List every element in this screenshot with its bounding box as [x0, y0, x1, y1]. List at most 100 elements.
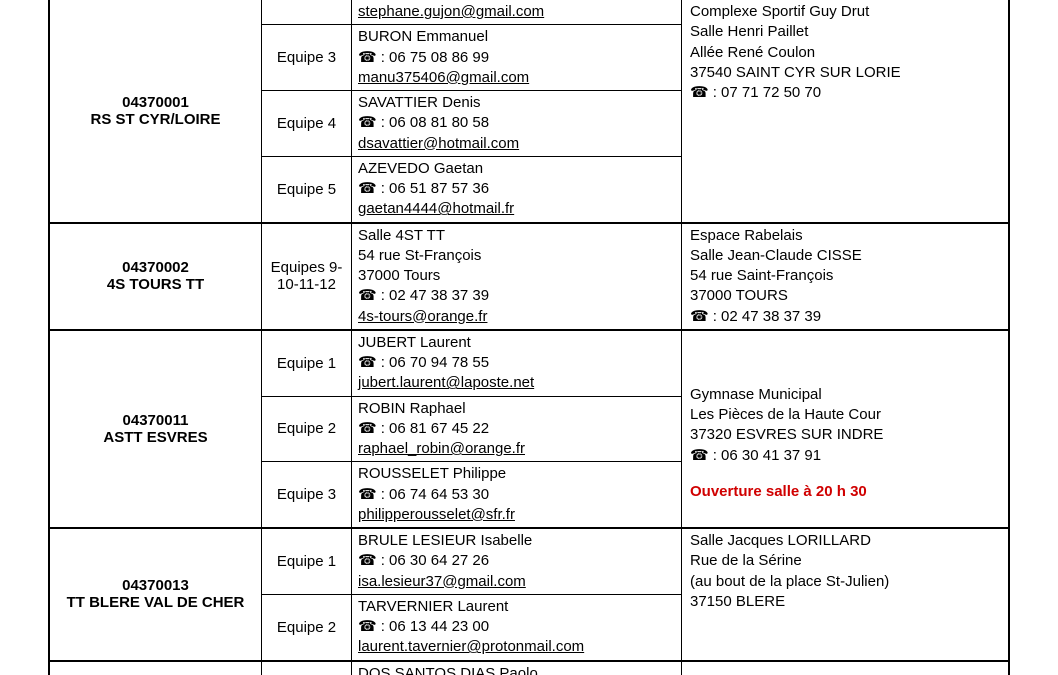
club-id-cell: 04370001RS ST CYR/LOIRE: [50, 0, 262, 222]
contact-phone-text: : 06 70 94 78 55: [381, 354, 489, 371]
team-contact: AZEVEDO Gaetan: 06 51 87 57 36 gaetan4444…: [352, 157, 682, 222]
venue-line: 37540 SAINT CYR SUR LORIE: [690, 63, 1000, 83]
team-label: Equipe 1: [262, 529, 352, 594]
contact-email: gaetan4444@hotmail.fr: [358, 199, 675, 219]
team-contact: ROBIN Raphael: 06 81 67 45 22raphael_rob…: [352, 397, 682, 462]
venue-spacer: [690, 333, 1000, 385]
contact-phone-text: : 06 30 64 27 26: [381, 552, 489, 569]
venue-gap: [690, 466, 1000, 482]
contact-email: dsavattier@hotmail.com: [358, 134, 675, 154]
team-label: Equipe 2: [262, 595, 352, 660]
club-name: TT BLERE VAL DE CHER: [67, 594, 245, 611]
team-contact: TARVERNIER Laurent: 06 13 44 23 00 lauren…: [352, 595, 682, 660]
club-code: 04370011: [123, 412, 189, 429]
venue-line: Salle Henri Paillet: [690, 22, 1000, 42]
phone-icon: [690, 84, 713, 101]
team-contact: DOS SANTOS DIAS Paolo: 06 10 80 08 22: [352, 662, 682, 675]
contact-phone: : 06 13 44 23 00: [358, 617, 675, 637]
team-label: Equipes 9-10-11-12: [262, 224, 352, 329]
contact-phone-text: : 06 75 08 86 99: [381, 49, 489, 66]
venue-phone: : 06 30 41 37 91: [690, 446, 1000, 466]
contact-name: AZEVEDO Gaetan: [358, 159, 675, 179]
venue-line: Allée René Coulon: [690, 43, 1000, 63]
phone-icon: [358, 420, 381, 437]
contact-email: laurent.tavernier@protonmail.com: [358, 637, 675, 657]
teams-column: Equipe 1BRULE LESIEUR Isabelle: 06 30 64…: [262, 529, 682, 660]
team-row: stephane.gujon@gmail.com: [262, 0, 682, 24]
phone-icon: [358, 114, 381, 131]
venue-line: 54 rue Saint-François: [690, 266, 1000, 286]
contact-phone: : 06 70 94 78 55: [358, 353, 675, 373]
phone-icon: [358, 354, 381, 371]
venue-line: Les Pièces de la Haute Cour: [690, 405, 1000, 425]
contact-name: DOS SANTOS DIAS Paolo: [358, 664, 675, 675]
venue-phone-text: : 06 30 41 37 91: [713, 447, 821, 464]
team-label: Equipe 1: [262, 662, 352, 675]
team-label: Equipe 2: [262, 397, 352, 462]
team-row: Equipe 5 AZEVEDO Gaetan: 06 51 87 57 36 ga…: [262, 156, 682, 222]
contact-email: jubert.laurent@laposte.net: [358, 373, 675, 393]
club-row: 04370011ASTT ESVRES Equipe 1JUBERT Lauren…: [50, 331, 1008, 529]
teams-column: Equipe 1DOS SANTOS DIAS Paolo: 06 10 80 …: [262, 662, 682, 675]
phone-icon: [358, 180, 381, 197]
venue-cell: Espace RabelaisSalle Jean-Claude CISSE54…: [682, 224, 1008, 329]
contact-phone: : 06 30 64 27 26: [358, 551, 675, 571]
contact-city: 37000 Tours: [358, 266, 675, 286]
team-label: Equipe 1: [262, 331, 352, 396]
venue-line: (au bout de la place St-Julien): [690, 572, 1000, 592]
venue-cell: Salle Jacques LORILLARDRue de la Sérine(…: [682, 529, 1008, 660]
club-code: 04370002: [122, 259, 189, 276]
team-label: Equipe 5: [262, 157, 352, 222]
venue-line: Gymnase Municipal: [690, 385, 1000, 405]
team-row: Equipe 3ROUSSELET Philippe: 06 74 64 53 …: [262, 461, 682, 527]
team-row: Equipe 3BURON Emmanuel: 06 75 08 86 99ma…: [262, 24, 682, 90]
contact-name: ROBIN Raphael: [358, 399, 675, 419]
contact-email: manu375406@gmail.com: [358, 68, 675, 88]
contact-name: TARVERNIER Laurent: [358, 597, 675, 617]
venue-line: Rue de la Sérine: [690, 551, 1000, 571]
team-contact: SAVATTIER Denis: 06 08 81 80 58dsavattie…: [352, 91, 682, 156]
teams-column: Equipe 1JUBERT Laurent: 06 70 94 78 55ju…: [262, 331, 682, 527]
club-name: 4S TOURS TT: [107, 276, 204, 293]
contact-phone: : 06 81 67 45 22: [358, 419, 675, 439]
contact-phone-text: : 02 47 38 37 39: [381, 287, 489, 304]
team-row: Equipe 4SAVATTIER Denis: 06 08 81 80 58d…: [262, 90, 682, 156]
contact-phone-text: : 06 74 64 53 30: [381, 486, 489, 503]
phone-icon: [358, 287, 381, 304]
club-id-cell: 043700024S TOURS TT: [50, 224, 262, 329]
club-row: 04370001RS ST CYR/LOIREstephane.gujon@gm…: [50, 0, 1008, 224]
club-name: ASTT ESVRES: [103, 429, 207, 446]
club-id-cell: [50, 662, 262, 675]
venue-line: 37320 ESVRES SUR INDRE: [690, 425, 1000, 445]
contact-name: SAVATTIER Denis: [358, 93, 675, 113]
contact-phone: : 06 51 87 57 36: [358, 179, 675, 199]
venue-phone-text: : 02 47 38 37 39: [713, 308, 821, 325]
venue-line: Salle Jacques LORILLARD: [690, 531, 1000, 551]
team-label: Equipe 3: [262, 462, 352, 527]
phone-icon: [690, 447, 713, 464]
phone-icon: [690, 308, 713, 325]
contact-phone-text: : 06 13 44 23 00: [381, 618, 489, 635]
teams-column: Equipes 9-10-11-12Salle 4ST TT54 rue St-…: [262, 224, 682, 329]
contact-phone: : 06 75 08 86 99: [358, 48, 675, 68]
team-label: Equipe 3: [262, 25, 352, 90]
venue-line: Espace Rabelais: [690, 226, 1000, 246]
page: 04370001RS ST CYR/LOIREstephane.gujon@gm…: [0, 0, 1058, 675]
contact-phone-text: : 06 51 87 57 36: [381, 180, 489, 197]
team-row: Equipe 1BRULE LESIEUR Isabelle: 06 30 64…: [262, 529, 682, 594]
venue-note: Ouverture salle à 20 h 30: [690, 482, 1000, 502]
venue-phone: : 02 47 38 37 39: [690, 307, 1000, 327]
contact-name: BRULE LESIEUR Isabelle: [358, 531, 675, 551]
team-contact: JUBERT Laurent: 06 70 94 78 55jubert.lau…: [352, 331, 682, 396]
team-contact: BURON Emmanuel: 06 75 08 86 99manu375406…: [352, 25, 682, 90]
phone-icon: [358, 486, 381, 503]
team-contact: BRULE LESIEUR Isabelle: 06 30 64 27 26is…: [352, 529, 682, 594]
directory-table: 04370001RS ST CYR/LOIREstephane.gujon@gm…: [48, 0, 1010, 675]
club-id-cell: 04370013TT BLERE VAL DE CHER: [50, 529, 262, 660]
venue-cell: Gymnase MunicipalLes Pièces de la Haute …: [682, 331, 1008, 527]
team-label: [262, 0, 352, 24]
club-code: 04370001: [122, 94, 189, 111]
phone-icon: [358, 552, 381, 569]
venue-phone: : 07 71 72 50 70: [690, 83, 1000, 103]
contact-email: raphael_robin@orange.fr: [358, 439, 675, 459]
